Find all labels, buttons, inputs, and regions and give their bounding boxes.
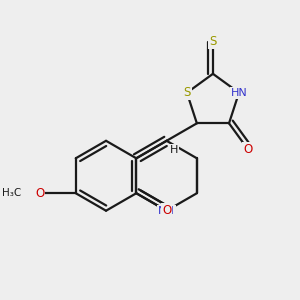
Text: O: O [162,204,171,217]
Text: NH: NH [158,206,175,216]
Text: S: S [209,35,217,48]
Text: O: O [35,187,44,200]
Text: H: H [170,145,178,155]
Text: HN: HN [231,88,247,98]
Text: H₃C: H₃C [2,188,21,198]
Text: S: S [183,86,190,99]
Text: O: O [243,143,253,156]
